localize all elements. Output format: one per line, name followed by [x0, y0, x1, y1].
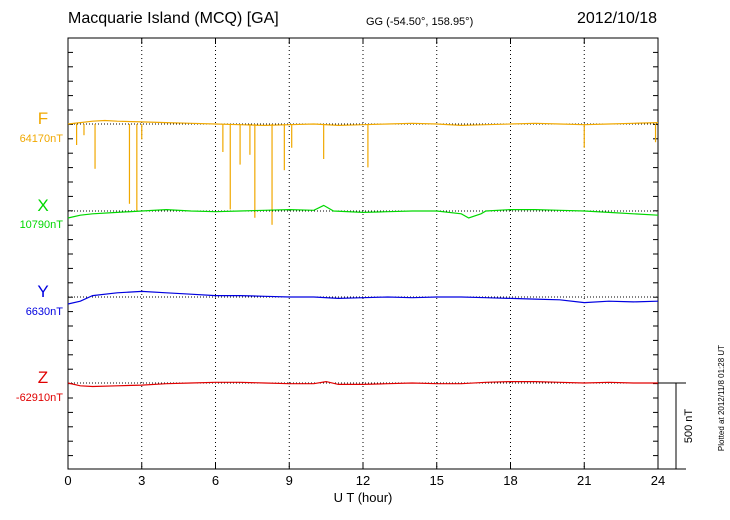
- series-label-x: X: [37, 196, 48, 215]
- x-tick-label: 18: [503, 473, 517, 488]
- scale-bar-label: 500 nT: [683, 409, 695, 444]
- x-tick-label: 9: [286, 473, 293, 488]
- x-tick-label: 6: [212, 473, 219, 488]
- series-line-x: [67, 204, 659, 219]
- series-label-y: Y: [37, 282, 48, 301]
- station-coordinates: GG (-54.50°, 158.95°): [366, 16, 474, 28]
- baseline-value-y: 6630nT: [26, 306, 64, 318]
- baseline-value-x: 10790nT: [20, 219, 64, 231]
- series-label-f: F: [38, 109, 48, 128]
- baseline-value-z: -62910nT: [16, 392, 63, 404]
- x-axis-label: U T (hour): [334, 490, 393, 505]
- series-line-z: [67, 380, 658, 388]
- chart-title: Macquarie Island (MCQ) [GA]: [68, 10, 279, 27]
- x-tick-label: 24: [651, 473, 665, 488]
- series-line-f: [67, 119, 659, 127]
- x-tick-label: 0: [64, 473, 71, 488]
- baseline-value-f: 64170nT: [20, 133, 64, 145]
- chart-date: 2012/10/18: [577, 10, 658, 27]
- series-line-y: [67, 290, 659, 305]
- x-tick-label: 3: [138, 473, 145, 488]
- x-tick-label: 15: [430, 473, 444, 488]
- x-tick-label: 12: [356, 473, 370, 488]
- series-label-z: Z: [38, 368, 48, 387]
- x-tick-label: 21: [577, 473, 591, 488]
- plotted-timestamp: Plotted at 2012/11/8 01:28 UT: [717, 345, 726, 451]
